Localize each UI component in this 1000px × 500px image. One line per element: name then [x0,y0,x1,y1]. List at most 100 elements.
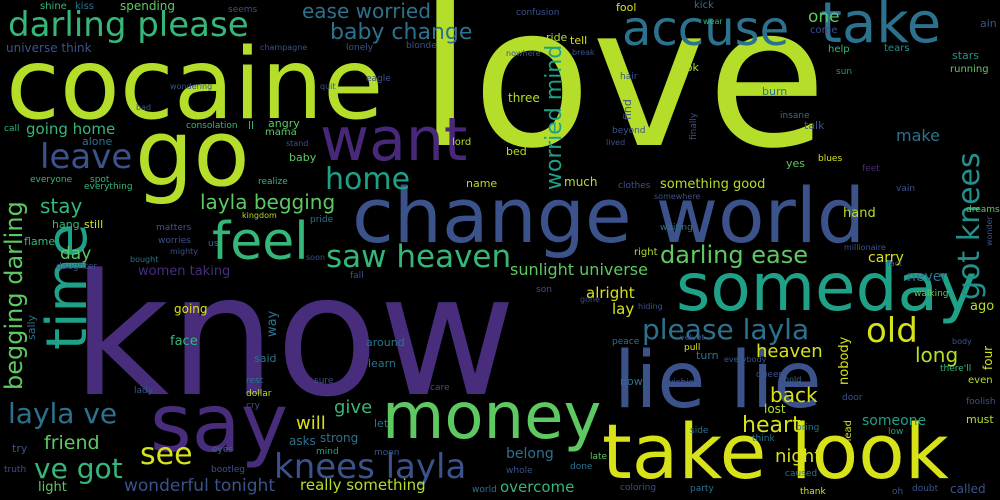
word-take-look: take look [602,407,949,496]
word-hiding: hiding [638,302,663,311]
word-everybody: everybody [724,355,767,364]
word-friend: friend [44,432,100,454]
word-therell: there'll [940,364,972,374]
word-ride: ride [546,31,568,44]
word-women-taking: women taking [138,264,231,279]
word-foolish: foolish [966,397,996,407]
word-someday: someday [676,249,978,326]
word-champagne: champagne [260,43,308,52]
word-bootleg: bootleg [211,465,246,475]
word-asks: asks [289,434,316,448]
word-know: know [72,238,516,434]
word-wear: wear [703,17,723,26]
word-waiting: waiting [660,223,693,233]
word-ain: ain [980,17,997,30]
word-called: called [950,482,986,496]
word-ease-worried: ease worried [302,0,431,23]
word-back: back [770,383,818,407]
word-spending: spending [120,0,176,13]
word-oh: oh [892,487,904,497]
word-blues: blues [818,154,843,164]
word-insane: insane [780,111,810,121]
word-strong: strong [320,431,359,445]
word-take: take [820,0,942,56]
word-overcome: overcome [500,478,575,496]
word-call: call [4,124,20,134]
word-say: say [150,377,289,470]
word-flame: flame [24,235,56,248]
word-something-good: something good [660,177,766,192]
word-truth: truth [4,465,27,475]
word-clothes: clothes [618,181,651,191]
word-change-world: change world [352,171,866,260]
word-ago: ago [970,299,995,314]
word-fool: fool [616,1,637,14]
word-nowhere: nowhere [506,49,541,58]
word-ll: ll [248,119,255,132]
word-party: party [690,484,714,494]
word-doubt: doubt [912,484,939,494]
word-beyond: beyond [612,126,646,136]
word-try: try [12,442,28,455]
word-accuse: accuse [622,1,790,57]
word-stand: stand [286,139,309,148]
word-never: never [907,269,948,285]
word-lonely: lonely [346,43,374,53]
word-blonde: blonde [406,41,437,51]
word-alone: alone [82,135,113,148]
word-seems: seems [228,5,258,15]
word-wonder: wonder [985,216,994,246]
word-heaven: heaven [756,341,823,362]
word-rest: rest [246,376,264,386]
word-son: son [536,285,552,295]
word-right: right [634,247,658,258]
word-lost: lost [764,402,786,416]
word-someone: someone [862,413,927,429]
word-begging-darling: begging darling [0,201,28,390]
word-layla-begging: layla begging [200,190,336,214]
word-bed: bed [506,145,527,158]
word-darling-please: darling please [8,5,249,45]
word-lay: lay [612,300,635,318]
word-soon: soon [306,253,326,262]
word-really-something: really something [300,476,426,494]
word-thank: thank [800,487,826,497]
word-done: done [570,462,593,472]
word-yes: yes [786,157,806,170]
word-caused: caused [785,469,818,479]
word-even: even [968,375,993,386]
word-three: three [508,91,540,105]
word-low: low [888,427,904,437]
word-baby: baby [289,151,317,164]
word-turn: turn [696,349,719,362]
word-long: long [915,343,959,367]
word-kiss: kiss [75,1,94,12]
word-baby-change: baby change [330,20,473,45]
word-tell: tell [570,34,588,47]
word-eagle: eagle [366,74,391,84]
word-lie-lie: lie lie [614,336,822,426]
word-lived: lived [606,138,626,147]
word-love: love [418,0,827,191]
word-money: money [382,380,602,454]
word-night: night [775,446,822,467]
word-coloring: coloring [620,483,657,493]
word-darling-ease: darling ease [660,241,808,269]
word-dreams: dreams [966,205,1000,215]
word-ve-got: ve got [34,452,123,485]
word-cry: cry [246,401,260,411]
word-everyone: everyone [30,175,73,185]
word-learn: learn [368,357,396,370]
word-us: us [208,239,219,249]
word-please-layla: please layla [642,313,810,346]
word-carry: carry [868,250,904,266]
word-belong: belong [506,446,554,462]
word-fact: fact [887,259,903,268]
word-four: four [981,345,995,370]
word-lady: lady [134,386,154,396]
word-feet: feet [862,164,880,174]
word-running: running [950,64,989,75]
word-cocaine: cocaine [6,28,384,142]
word-must: must [966,413,994,426]
